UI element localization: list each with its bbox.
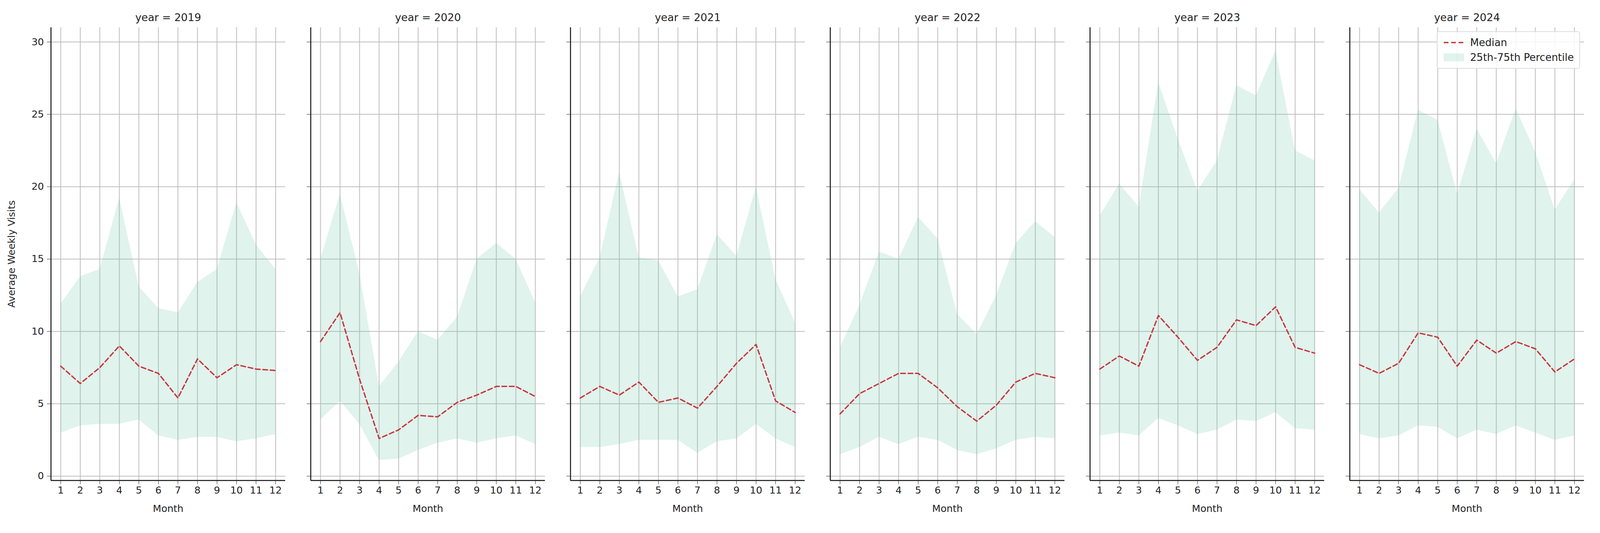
svg-text:3: 3 bbox=[876, 484, 883, 497]
svg-text:8: 8 bbox=[973, 484, 981, 497]
svg-text:5: 5 bbox=[1434, 484, 1442, 497]
svg-text:4: 4 bbox=[376, 484, 383, 497]
svg-text:30: 30 bbox=[31, 36, 45, 48]
svg-text:25: 25 bbox=[31, 108, 45, 120]
svg-text:4: 4 bbox=[635, 484, 643, 497]
svg-text:11: 11 bbox=[1548, 484, 1562, 497]
svg-text:3: 3 bbox=[96, 484, 104, 497]
svg-text:1: 1 bbox=[57, 484, 65, 497]
svg-text:Average Weekly Visits: Average Weekly Visits bbox=[5, 200, 18, 308]
svg-text:1: 1 bbox=[577, 484, 584, 497]
svg-text:1: 1 bbox=[1356, 484, 1363, 497]
svg-text:10: 10 bbox=[230, 484, 243, 497]
svg-text:Month: Month bbox=[932, 503, 963, 515]
svg-text:1: 1 bbox=[317, 484, 324, 497]
svg-text:3: 3 bbox=[1135, 484, 1143, 497]
svg-text:11: 11 bbox=[1029, 484, 1042, 497]
svg-text:20: 20 bbox=[31, 180, 45, 193]
svg-text:9: 9 bbox=[1253, 484, 1260, 497]
svg-text:9: 9 bbox=[733, 484, 740, 497]
svg-text:11: 11 bbox=[509, 484, 523, 497]
svg-text:2: 2 bbox=[856, 484, 863, 497]
svg-text:7: 7 bbox=[434, 484, 442, 497]
svg-text:12: 12 bbox=[1568, 484, 1581, 497]
svg-text:9: 9 bbox=[214, 484, 221, 497]
svg-text:4: 4 bbox=[116, 484, 123, 497]
svg-text:10: 10 bbox=[1009, 484, 1023, 497]
svg-text:year = 2023: year = 2023 bbox=[1174, 11, 1241, 24]
svg-text:Month: Month bbox=[412, 503, 443, 515]
svg-text:Month: Month bbox=[672, 503, 703, 515]
svg-text:9: 9 bbox=[473, 484, 481, 497]
svg-text:12: 12 bbox=[269, 484, 283, 497]
svg-text:5: 5 bbox=[395, 484, 402, 497]
svg-text:7: 7 bbox=[1473, 484, 1481, 497]
svg-text:10: 10 bbox=[1529, 484, 1542, 497]
svg-text:8: 8 bbox=[1233, 484, 1240, 497]
svg-text:2: 2 bbox=[1376, 484, 1383, 497]
svg-text:2: 2 bbox=[596, 484, 604, 497]
svg-text:year = 2019: year = 2019 bbox=[135, 11, 202, 24]
html-text:25th-75th Percentile: 25th-75th Percentile bbox=[1470, 51, 1574, 64]
svg-text:10: 10 bbox=[31, 325, 45, 338]
svg-text:6: 6 bbox=[675, 484, 682, 497]
svg-text:9: 9 bbox=[1512, 484, 1520, 497]
svg-text:Month: Month bbox=[1191, 503, 1223, 515]
svg-text:8: 8 bbox=[454, 484, 461, 497]
svg-text:1: 1 bbox=[1096, 484, 1104, 497]
svg-text:year = 2024: year = 2024 bbox=[1433, 11, 1500, 24]
svg-text:9: 9 bbox=[993, 484, 1000, 497]
svg-text:year = 2022: year = 2022 bbox=[914, 11, 981, 24]
svg-text:5: 5 bbox=[915, 484, 922, 497]
svg-text:6: 6 bbox=[415, 484, 422, 497]
svg-text:5: 5 bbox=[655, 484, 662, 497]
svg-text:12: 12 bbox=[1048, 484, 1062, 497]
svg-text:8: 8 bbox=[194, 484, 201, 497]
svg-text:10: 10 bbox=[1269, 484, 1283, 497]
svg-text:8: 8 bbox=[714, 484, 721, 497]
svg-text:3: 3 bbox=[616, 484, 623, 497]
svg-text:0: 0 bbox=[37, 470, 45, 482]
svg-text:2: 2 bbox=[77, 484, 84, 497]
svg-text:6: 6 bbox=[155, 484, 162, 497]
svg-text:11: 11 bbox=[769, 484, 783, 497]
svg-text:12: 12 bbox=[789, 484, 802, 497]
svg-text:6: 6 bbox=[1454, 484, 1461, 497]
svg-text:6: 6 bbox=[1194, 484, 1201, 497]
svg-text:1: 1 bbox=[837, 484, 844, 497]
svg-text:5: 5 bbox=[37, 398, 45, 410]
svg-text:4: 4 bbox=[895, 484, 902, 497]
svg-text:3: 3 bbox=[356, 484, 363, 497]
svg-text:15: 15 bbox=[31, 253, 45, 265]
svg-text:5: 5 bbox=[1175, 484, 1182, 497]
html-text:Median: Median bbox=[1470, 36, 1508, 49]
svg-text:11: 11 bbox=[250, 484, 263, 497]
svg-text:4: 4 bbox=[1415, 484, 1422, 497]
svg-text:7: 7 bbox=[175, 484, 182, 497]
svg-text:8: 8 bbox=[1493, 484, 1500, 497]
svg-text:11: 11 bbox=[1289, 484, 1302, 497]
svg-text:Month: Month bbox=[1451, 503, 1483, 515]
svg-text:10: 10 bbox=[490, 484, 503, 497]
svg-text:7: 7 bbox=[1214, 484, 1221, 497]
svg-text:year = 2020: year = 2020 bbox=[394, 11, 461, 24]
svg-text:7: 7 bbox=[954, 484, 961, 497]
svg-text:2: 2 bbox=[337, 484, 344, 497]
svg-text:10: 10 bbox=[750, 484, 763, 497]
svg-text:12: 12 bbox=[1308, 484, 1322, 497]
svg-text:7: 7 bbox=[694, 484, 701, 497]
svg-text:year = 2021: year = 2021 bbox=[654, 11, 721, 24]
svg-text:3: 3 bbox=[1395, 484, 1402, 497]
svg-text:Month: Month bbox=[152, 503, 184, 515]
svg-text:6: 6 bbox=[934, 484, 942, 497]
svg-text:5: 5 bbox=[135, 484, 143, 497]
svg-text:4: 4 bbox=[1155, 484, 1162, 497]
svg-text:2: 2 bbox=[1116, 484, 1123, 497]
svg-text:12: 12 bbox=[529, 484, 542, 497]
